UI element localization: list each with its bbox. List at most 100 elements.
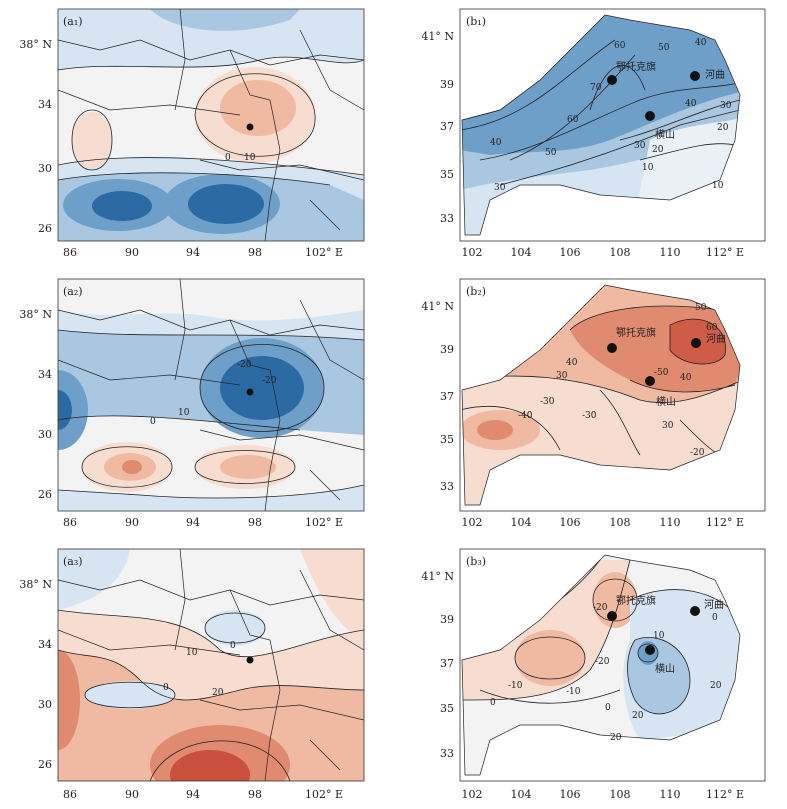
x-tick: 98 bbox=[248, 246, 262, 259]
station-hengshan-label: 横山 bbox=[655, 128, 675, 141]
x-tick: 104 bbox=[511, 788, 532, 801]
y-tick: 34 bbox=[38, 368, 52, 381]
contour-label: 20 bbox=[652, 145, 664, 155]
x-tick: 98 bbox=[248, 516, 262, 529]
contour-label: 30 bbox=[634, 141, 646, 151]
y-tick: 38° N bbox=[19, 38, 52, 51]
contour-label: -50 bbox=[654, 368, 669, 378]
contour-label: 0 bbox=[230, 641, 236, 651]
y-tick: 35 bbox=[440, 433, 454, 446]
x-tick: 112° E bbox=[706, 516, 744, 529]
contour-label: 40 bbox=[685, 99, 697, 109]
y-tick: 34 bbox=[38, 98, 52, 111]
contour-label: 40 bbox=[566, 358, 578, 368]
contour-label: 0 bbox=[712, 613, 718, 623]
map-b1: 鄂托克旗 河曲 横山 (b₁) 60 50 40 70 60 40 50 40 … bbox=[421, 8, 766, 259]
blue-pale-north-west bbox=[58, 549, 130, 610]
contour-label: -30 bbox=[540, 397, 555, 407]
y-tick: 33 bbox=[440, 747, 454, 760]
panel-a2: (a₂) -20 -20 0 10 38° N 34 30 26 86 90 9… bbox=[0, 270, 380, 535]
station-hengshan-label: 横山 bbox=[656, 395, 676, 408]
x-tick: 94 bbox=[186, 516, 200, 529]
blue-light-region bbox=[150, 9, 300, 31]
contour-label: 50 bbox=[695, 303, 707, 313]
x-tick: 110 bbox=[660, 788, 681, 801]
map-a2: (a₂) -20 -20 0 10 38° N 34 30 26 86 90 9… bbox=[19, 278, 365, 529]
x-tick: 102 bbox=[462, 516, 483, 529]
station-hequ-label: 河曲 bbox=[706, 333, 726, 345]
panel-b1: 鄂托克旗 河曲 横山 (b₁) 60 50 40 70 60 40 50 40 … bbox=[390, 0, 787, 265]
y-tick: 39 bbox=[440, 343, 454, 356]
contour-label: 60 bbox=[706, 323, 718, 333]
panel-label: (b₂) bbox=[466, 285, 486, 298]
contour-label: 10 bbox=[178, 408, 190, 418]
x-tick: 104 bbox=[511, 516, 532, 529]
study-region-outline bbox=[461, 554, 741, 776]
contour-label: 10 bbox=[244, 153, 256, 163]
panel-b3: 鄂托克旗 河曲 横山 (b₃) -20 -20 0 -10 -10 0 10 0… bbox=[390, 540, 787, 809]
contour-label: 0 bbox=[605, 703, 611, 713]
y-tick: 39 bbox=[440, 78, 454, 91]
y-tick: 26 bbox=[38, 222, 52, 235]
red-light-high bbox=[515, 630, 585, 686]
station-hengshan-dot bbox=[645, 376, 655, 386]
y-tick: 37 bbox=[440, 657, 454, 670]
x-tick: 102° E bbox=[305, 246, 343, 259]
contour-label: 0 bbox=[163, 683, 169, 693]
station-hengshan-label: 横山 bbox=[655, 662, 675, 675]
x-tick: 108 bbox=[610, 516, 631, 529]
y-tick: 37 bbox=[440, 390, 454, 403]
y-tick: 38° N bbox=[19, 578, 52, 591]
x-tick: 110 bbox=[660, 246, 681, 259]
contour-label: 30 bbox=[662, 421, 674, 431]
blue-dark-low-east bbox=[188, 184, 264, 224]
contour-label: 10 bbox=[642, 163, 654, 173]
red-light-high-north bbox=[593, 572, 637, 628]
contour-label: 20 bbox=[710, 681, 722, 691]
contour-label: 30 bbox=[556, 371, 568, 381]
red-pale-high-west bbox=[72, 112, 112, 168]
red-mid-high-west bbox=[58, 650, 80, 750]
blue-light-low-center bbox=[85, 681, 175, 709]
contour-label: 0 bbox=[490, 698, 496, 708]
contour-label: 40 bbox=[680, 373, 692, 383]
x-tick: 102° E bbox=[305, 516, 343, 529]
contour-label: -10 bbox=[508, 681, 523, 691]
station-hengshan-dot bbox=[645, 111, 655, 121]
red-mid-high-west bbox=[122, 460, 142, 474]
station-hequ-dot bbox=[690, 606, 700, 616]
x-tick: 108 bbox=[610, 246, 631, 259]
station-hequ-dot bbox=[690, 71, 700, 81]
y-tick: 33 bbox=[440, 480, 454, 493]
x-tick: 102 bbox=[462, 788, 483, 801]
contour-label: 20 bbox=[610, 733, 622, 743]
contour-label: 70 bbox=[590, 83, 602, 93]
red-mid-west bbox=[477, 420, 513, 440]
study-region-outline bbox=[461, 14, 741, 236]
x-tick: 106 bbox=[560, 516, 581, 529]
neutral-region-north bbox=[58, 279, 364, 321]
map-a1: (a₁) 0 10 38° N 34 30 26 86 90 94 98 102… bbox=[19, 8, 365, 259]
panel-a1: (a₁) 0 10 38° N 34 30 26 86 90 94 98 102… bbox=[0, 0, 380, 265]
contour-label: 10 bbox=[712, 181, 724, 191]
station-ordos-dot bbox=[607, 75, 617, 85]
x-tick: 108 bbox=[610, 788, 631, 801]
x-tick: 90 bbox=[125, 788, 139, 801]
contour-label: -20 bbox=[593, 603, 608, 613]
station-dot bbox=[246, 388, 254, 396]
contour-label: -40 bbox=[518, 411, 533, 421]
contour-label: -20 bbox=[262, 376, 277, 386]
red-light-high-north bbox=[220, 80, 296, 136]
y-tick: 41° N bbox=[421, 570, 454, 583]
panel-a3: (a₃) 0 10 0 20 38° N 34 30 26 86 90 94 9… bbox=[0, 540, 380, 809]
blue-dark-low-east bbox=[220, 356, 304, 420]
station-dot bbox=[246, 123, 254, 131]
station-hengshan-dot bbox=[645, 645, 655, 655]
y-tick: 35 bbox=[440, 702, 454, 715]
y-tick: 33 bbox=[440, 212, 454, 225]
x-tick: 94 bbox=[186, 788, 200, 801]
y-tick: 41° N bbox=[421, 300, 454, 313]
station-ordos-dot bbox=[607, 343, 617, 353]
contour-label: 20 bbox=[212, 688, 224, 698]
y-tick: 26 bbox=[38, 758, 52, 771]
